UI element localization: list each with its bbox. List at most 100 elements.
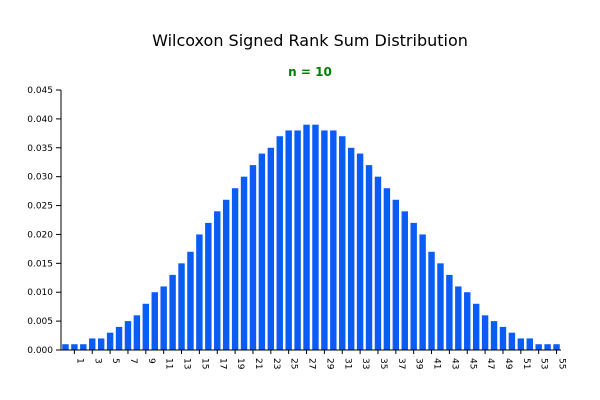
bar bbox=[544, 344, 551, 350]
bar bbox=[115, 326, 123, 350]
x-axis: 1 3 5 7 9 11 13 15 17 19 21 23 25 27 29 31 33 35 37 39 41 43 4… bbox=[61, 349, 567, 370]
bar bbox=[169, 274, 176, 350]
x-tick-label: 55 bbox=[557, 358, 567, 369]
bar bbox=[106, 332, 114, 350]
x-tick-label: 23 bbox=[271, 358, 281, 369]
bar bbox=[330, 130, 337, 350]
x-tick-label: 13 bbox=[182, 358, 192, 369]
y-tick-label: 0.010 bbox=[27, 288, 53, 298]
bar bbox=[214, 211, 221, 350]
y-tick-label: 0.020 bbox=[27, 230, 53, 240]
x-tick-label: 47 bbox=[485, 358, 495, 369]
bar bbox=[196, 234, 203, 350]
bar bbox=[258, 153, 266, 350]
x-tick-label: 45 bbox=[467, 358, 477, 369]
bar bbox=[526, 338, 533, 350]
bar bbox=[490, 321, 498, 350]
bar bbox=[508, 332, 516, 350]
bar bbox=[267, 147, 275, 350]
y-tick-label: 0.040 bbox=[27, 115, 53, 125]
x-tick-label: 3 bbox=[92, 358, 102, 364]
bar bbox=[383, 188, 391, 350]
bar bbox=[374, 176, 382, 350]
chart-title: Wilcoxon Signed Rank Sum Distribution bbox=[152, 31, 468, 50]
x-tick-label: 33 bbox=[360, 358, 370, 369]
x-tick-label: 41 bbox=[432, 358, 442, 369]
bar bbox=[178, 263, 185, 350]
x-tick-label: 19 bbox=[235, 358, 245, 370]
bar bbox=[80, 344, 87, 350]
bar bbox=[205, 222, 212, 350]
x-tick-label: 35 bbox=[378, 358, 388, 369]
x-tick-label: 7 bbox=[128, 358, 138, 364]
bar-series bbox=[62, 124, 560, 350]
bar bbox=[347, 147, 355, 350]
bar bbox=[365, 165, 373, 350]
x-tick-label: 21 bbox=[253, 358, 263, 369]
y-tick-label: 0.035 bbox=[27, 144, 53, 154]
bar bbox=[97, 338, 105, 350]
bar bbox=[285, 130, 292, 350]
bar bbox=[428, 251, 435, 350]
x-tick-label: 11 bbox=[164, 358, 174, 369]
bar bbox=[535, 344, 542, 350]
bar bbox=[356, 153, 364, 350]
bar bbox=[481, 315, 489, 350]
x-tick-label: 25 bbox=[289, 358, 299, 369]
x-tick-label: 29 bbox=[324, 358, 334, 370]
bar bbox=[124, 321, 132, 350]
y-tick-label: 0.000 bbox=[27, 346, 53, 356]
bar bbox=[231, 188, 239, 350]
bar bbox=[464, 292, 471, 350]
bar bbox=[553, 344, 560, 350]
bar bbox=[303, 124, 310, 350]
bar bbox=[472, 303, 480, 350]
bar bbox=[455, 286, 462, 350]
bar bbox=[240, 176, 248, 350]
x-tick-label: 31 bbox=[342, 358, 352, 369]
x-tick-label: 9 bbox=[146, 358, 156, 364]
y-tick-label: 0.015 bbox=[27, 259, 53, 269]
y-axis: 0.000 0.005 0.010 0.015 0.020 0.025 0.030 0.035… bbox=[27, 86, 62, 356]
bar bbox=[499, 326, 507, 350]
bar bbox=[517, 338, 525, 350]
x-tick-label: 51 bbox=[521, 358, 531, 369]
x-tick-label: 1 bbox=[74, 358, 84, 364]
x-tick-label: 49 bbox=[503, 358, 513, 370]
bar bbox=[321, 130, 328, 350]
bar bbox=[401, 211, 408, 350]
y-tick-label: 0.030 bbox=[27, 173, 53, 183]
bar bbox=[437, 263, 444, 350]
bar bbox=[133, 315, 141, 350]
bar bbox=[392, 199, 400, 350]
x-tick-label: 27 bbox=[307, 358, 317, 369]
bar bbox=[142, 303, 150, 350]
bar bbox=[62, 344, 69, 350]
bar bbox=[276, 136, 283, 350]
y-tick-label: 0.005 bbox=[27, 317, 53, 327]
y-tick-label: 0.045 bbox=[27, 86, 53, 96]
bar bbox=[249, 165, 257, 350]
bar bbox=[446, 274, 453, 350]
bar bbox=[294, 130, 301, 350]
x-tick-label: 17 bbox=[217, 358, 227, 369]
x-tick-label: 37 bbox=[396, 358, 406, 369]
bar bbox=[222, 199, 230, 350]
x-tick-label: 15 bbox=[199, 358, 209, 369]
x-tick-label: 53 bbox=[539, 358, 549, 369]
bar bbox=[339, 136, 346, 350]
bar bbox=[89, 338, 96, 350]
y-tick-label: 0.025 bbox=[27, 202, 53, 212]
bar bbox=[71, 344, 78, 350]
bar bbox=[160, 286, 167, 350]
bar bbox=[151, 292, 158, 350]
bar bbox=[187, 251, 194, 350]
chart-subtitle: n = 10 bbox=[288, 65, 332, 79]
x-tick-label: 43 bbox=[449, 358, 459, 369]
bar bbox=[419, 234, 426, 350]
x-tick-label: 5 bbox=[110, 358, 120, 364]
bar bbox=[312, 124, 319, 350]
x-tick-label: 39 bbox=[414, 358, 424, 370]
